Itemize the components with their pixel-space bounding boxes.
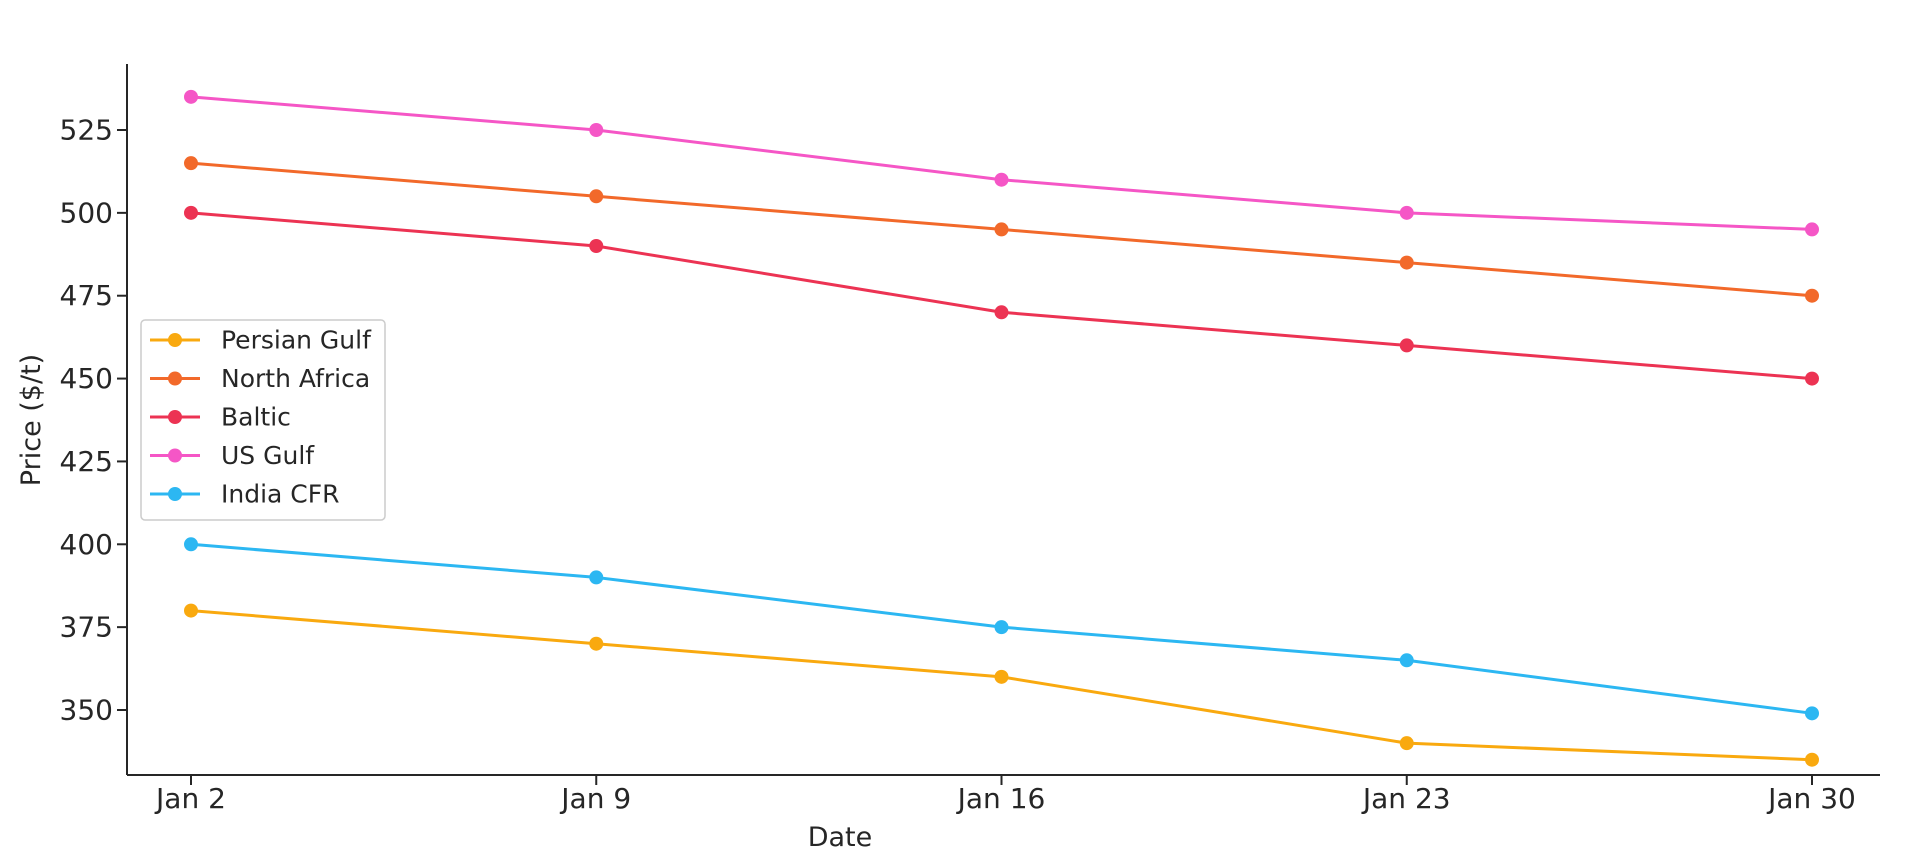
data-point: [589, 570, 604, 585]
legend-marker: [168, 371, 182, 386]
legend-item: Baltic: [150, 403, 291, 432]
series-india-cfr: [184, 537, 1819, 721]
legend: Persian Gulf North Africa Baltic US Gulf Ind…: [140, 319, 386, 521]
data-point: [994, 305, 1009, 320]
series-line: [190, 211, 1813, 381]
legend-marker: [168, 487, 182, 501]
y-tick-label: 500: [60, 196, 113, 229]
legend-item: India CFR: [150, 480, 340, 509]
x-tick-label: Jan 30: [1766, 782, 1856, 815]
y-tick-label: 400: [60, 528, 113, 561]
data-point: [589, 189, 604, 204]
legend-label: Baltic: [221, 403, 291, 432]
series-persian-gulf: [184, 603, 1819, 767]
axes: 350 375 400 425 450 475 500 525 Jan 2 Jan 9 Jan 16…: [60, 64, 1880, 815]
data-point: [1399, 736, 1414, 751]
legend-label: India CFR: [221, 480, 340, 509]
data-point: [1805, 752, 1819, 767]
data-point: [184, 156, 198, 171]
data-point: [589, 239, 604, 253]
series-us-gulf: [184, 89, 1819, 237]
data-point: [994, 172, 1009, 187]
legend-label: US Gulf: [221, 441, 315, 470]
series-north-africa: [184, 156, 1819, 303]
legend-item: US Gulf: [150, 441, 315, 470]
y-tick-label: 525: [60, 114, 113, 147]
data-point: [1399, 205, 1414, 220]
data-point: [589, 123, 604, 137]
legend-marker: [168, 410, 182, 424]
legend-label: North Africa: [221, 364, 370, 393]
y-tick-label: 475: [60, 279, 113, 312]
data-point: [1805, 222, 1819, 237]
series-line: [190, 95, 1813, 231]
data-point: [589, 636, 604, 651]
series-baltic: [184, 205, 1819, 386]
data-point: [1805, 288, 1819, 303]
y-tick-label: 425: [60, 445, 113, 478]
data-point: [1399, 653, 1414, 668]
x-tick-label: Jan 2: [154, 782, 226, 815]
data-point: [1399, 338, 1414, 353]
legend-item: Persian Gulf: [150, 326, 372, 355]
y-tick-label: 350: [60, 694, 113, 727]
x-tick-label: Jan 16: [956, 782, 1046, 815]
legend-marker: [168, 448, 182, 463]
legend-item: North Africa: [150, 364, 370, 393]
data-point: [1805, 371, 1819, 386]
data-point: [184, 537, 198, 552]
data-point: [184, 89, 198, 104]
data-point: [1805, 706, 1819, 721]
data-point: [1399, 255, 1414, 270]
x-tick-label: Jan 9: [559, 782, 631, 815]
legend-box: [140, 319, 386, 521]
y-tick-label: 375: [60, 611, 113, 644]
y-axis-label: Price ($/t): [16, 354, 47, 486]
series-layer: [184, 89, 1819, 767]
data-point: [994, 620, 1009, 635]
y-tick-label: 450: [60, 362, 113, 395]
x-tick-label: Jan 23: [1361, 782, 1451, 815]
x-axis-label: Date: [808, 822, 873, 853]
legend-label: Persian Gulf: [221, 326, 372, 355]
data-point: [184, 205, 198, 220]
data-point: [994, 222, 1009, 237]
data-point: [184, 603, 198, 618]
data-point: [994, 669, 1009, 684]
legend-marker: [168, 333, 182, 347]
